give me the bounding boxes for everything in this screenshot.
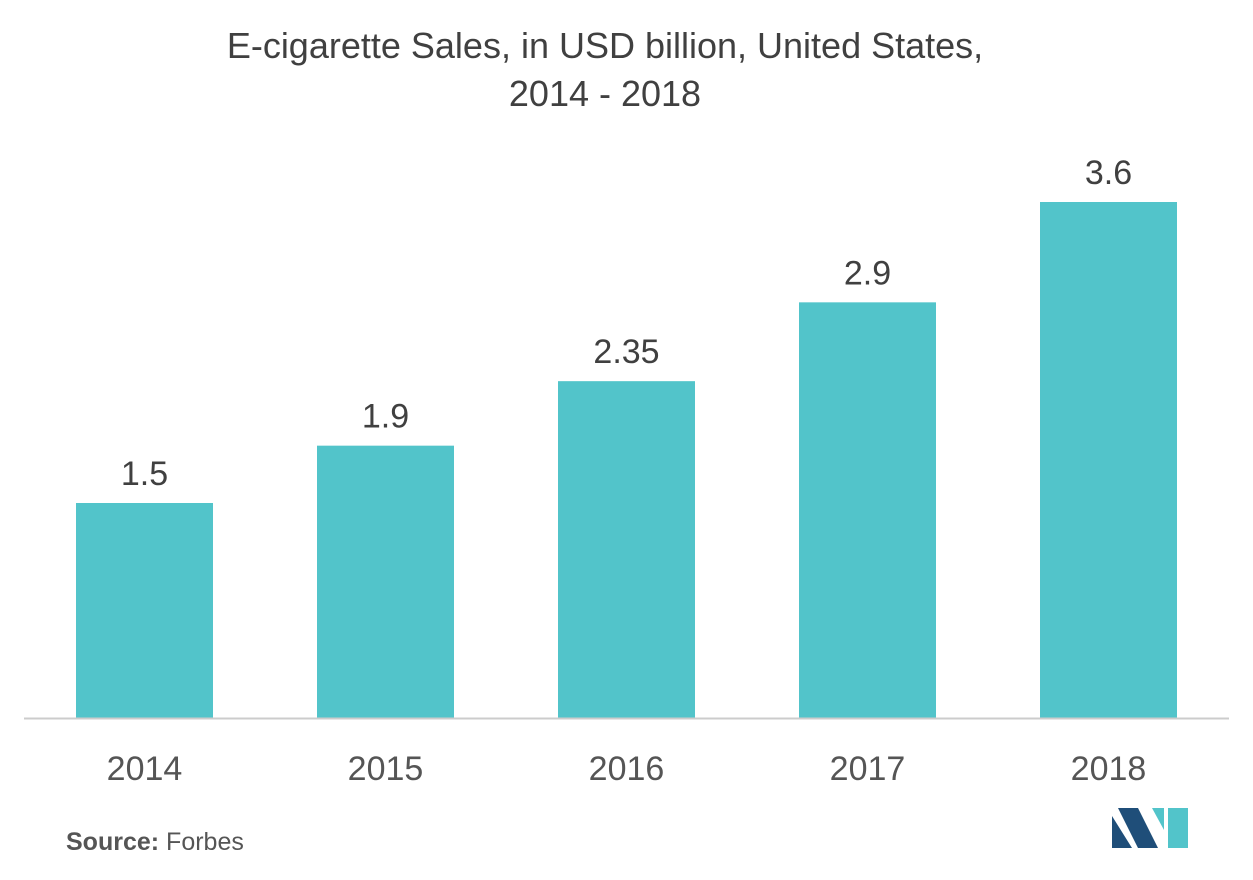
- value-label-2018: 3.6: [1085, 154, 1132, 192]
- value-label-group: 1.5 1.9 2.35 2.9 3.6: [121, 154, 1132, 493]
- source-value: Forbes: [166, 828, 244, 856]
- logo-shape-right: [1168, 808, 1188, 848]
- bar-2014: [76, 503, 213, 718]
- x-tick-label-2014: 2014: [107, 750, 183, 788]
- value-label-2017: 2.9: [844, 254, 891, 292]
- value-label-2014: 1.5: [121, 455, 168, 493]
- x-tick-label-2017: 2017: [830, 750, 906, 788]
- mordor-logo-icon: [1112, 808, 1188, 848]
- chart-title-line-1: E-cigarette Sales, in USD billion, Unite…: [226, 25, 984, 66]
- logo-shape-left: [1112, 816, 1132, 848]
- logo-shape-middle: [1118, 808, 1158, 848]
- chart-title-line-2: 2014 - 2018: [508, 73, 702, 114]
- value-label-2016: 2.35: [593, 333, 659, 371]
- x-tick-label-2015: 2015: [348, 750, 424, 788]
- bar-group: [76, 202, 1177, 718]
- chart-title: E-cigarette Sales, in USD billion, Unite…: [0, 22, 1210, 118]
- bar-2017: [799, 302, 936, 718]
- x-tick-label-group: 2014 2015 2016 2017 2018: [107, 750, 1147, 788]
- bar-2016: [558, 381, 695, 718]
- source-note: Source: Forbes: [66, 828, 244, 857]
- bar-2018: [1040, 202, 1177, 718]
- x-tick-label-2018: 2018: [1071, 750, 1147, 788]
- source-label: Source:: [66, 828, 160, 856]
- bar-2015: [317, 445, 454, 718]
- value-label-2015: 1.9: [362, 398, 409, 436]
- logo-shape-right-light: [1152, 808, 1164, 830]
- x-tick-label-2016: 2016: [589, 750, 665, 788]
